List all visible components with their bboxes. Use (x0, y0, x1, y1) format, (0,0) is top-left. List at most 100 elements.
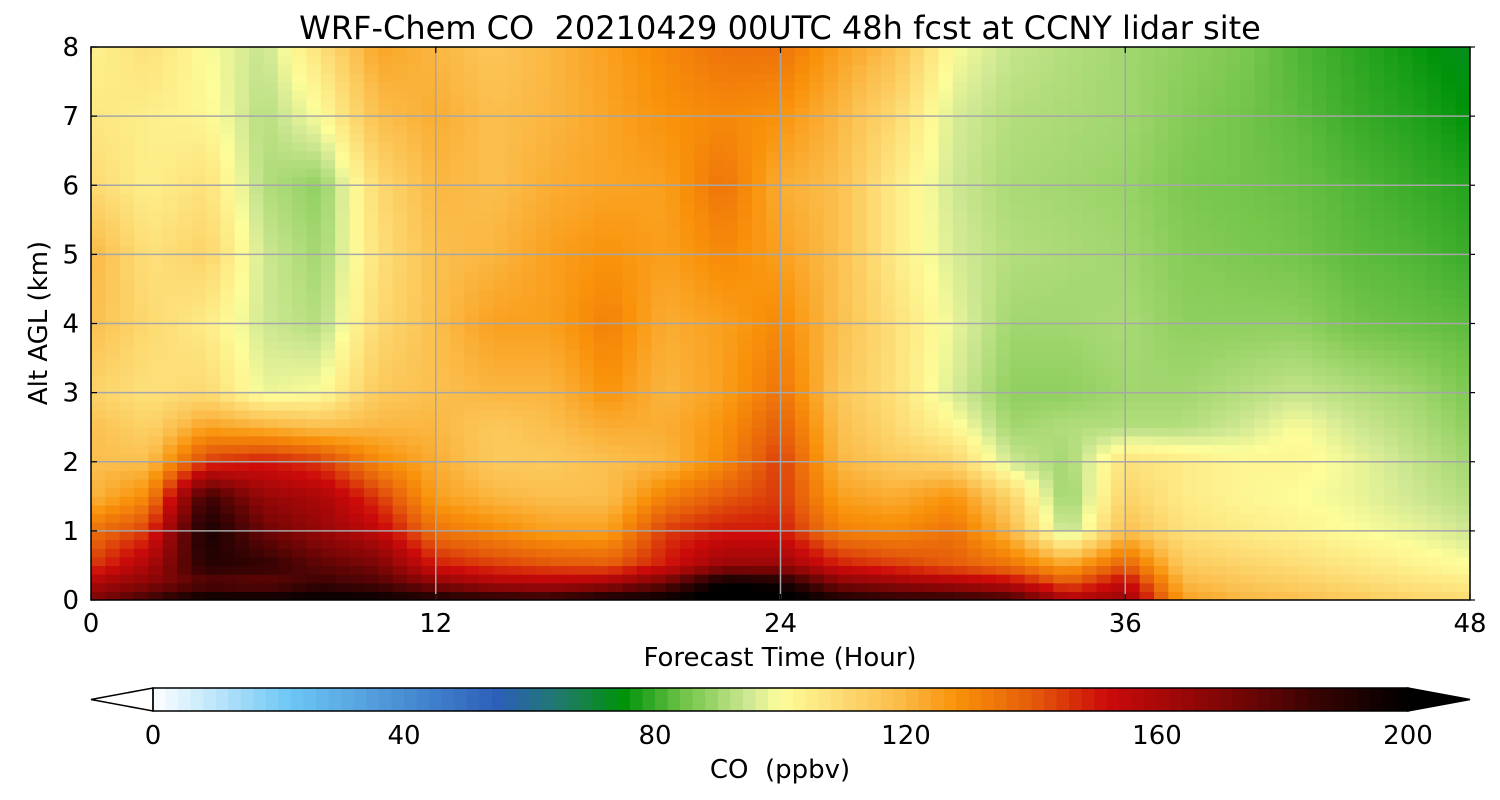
heatmap-cell (1067, 453, 1083, 463)
heatmap-cell (407, 124, 422, 135)
heatmap-cell (435, 288, 451, 299)
heatmap-cell (464, 461, 480, 471)
heatmap-cell (478, 81, 494, 91)
heatmap-cell (679, 358, 695, 368)
heatmap-cell (421, 470, 437, 480)
heatmap-cell (1039, 219, 1055, 230)
heatmap-cell (723, 461, 738, 471)
heatmap-cell (320, 107, 336, 117)
heatmap-cell (1053, 202, 1069, 212)
heatmap-cell (881, 176, 897, 186)
colorbar-label: CO (ppbv) (709, 755, 851, 785)
heatmap-cell (1153, 513, 1169, 523)
heatmap-cell (263, 366, 279, 376)
heatmap-cell (1197, 263, 1213, 273)
heatmap-cell (349, 47, 365, 57)
heatmap-cell (119, 366, 135, 376)
heatmap-cell (435, 228, 451, 238)
heatmap-cell (292, 64, 308, 74)
heatmap-cell (909, 81, 925, 91)
heatmap-cell (191, 479, 207, 489)
heatmap-cell (134, 582, 150, 592)
heatmap-cell (837, 202, 853, 212)
heatmap-cell (952, 55, 968, 65)
heatmap-cell (1168, 219, 1184, 230)
heatmap-cell (148, 556, 164, 567)
heatmap-cell (550, 418, 566, 428)
heatmap-cell (636, 366, 652, 376)
heatmap-cell (292, 513, 308, 523)
heatmap-cell (593, 202, 609, 212)
heatmap-cell (852, 461, 868, 471)
heatmap-cell (220, 418, 236, 428)
heatmap-cell (191, 271, 207, 281)
heatmap-cell (1153, 401, 1169, 411)
heatmap-cell (866, 288, 882, 299)
heatmap-cell (493, 427, 509, 437)
heatmap-cell (507, 72, 523, 83)
heatmap-cell (1053, 263, 1069, 273)
heatmap-cell (392, 358, 408, 368)
heatmap-cell (995, 193, 1011, 204)
heatmap-cell (665, 340, 681, 351)
heatmap-cell (780, 159, 796, 169)
heatmap-cell (134, 107, 150, 117)
heatmap-cell (995, 366, 1011, 376)
heatmap-cell (593, 358, 609, 368)
heatmap-cell (723, 479, 738, 489)
heatmap-cell (306, 124, 322, 135)
heatmap-cell (450, 271, 466, 281)
heatmap-cell (1010, 193, 1026, 204)
heatmap-cell (967, 297, 983, 307)
heatmap-cell (392, 98, 408, 109)
heatmap-cell (478, 219, 494, 230)
heatmap-cell (119, 81, 135, 91)
heatmap-cell (593, 263, 609, 273)
heatmap-cell (1168, 297, 1184, 307)
heatmap-cell (91, 219, 106, 230)
heatmap-cell (421, 565, 437, 575)
heatmap-cell (550, 496, 566, 506)
heatmap-cell (521, 288, 537, 299)
heatmap-cell (1110, 280, 1126, 290)
heatmap-cell (1182, 530, 1198, 541)
heatmap-cell (565, 98, 580, 109)
heatmap-cell (694, 176, 710, 186)
heatmap-cell (335, 142, 351, 152)
heatmap-cell (1067, 383, 1083, 394)
heatmap-cell (780, 470, 796, 480)
heatmap-cell (708, 64, 724, 74)
heatmap-cell (220, 548, 236, 558)
heatmap-cell (995, 211, 1011, 221)
heatmap-cell (636, 185, 652, 195)
heatmap-cell (205, 453, 221, 463)
heatmap-cell (924, 340, 940, 351)
heatmap-cell (565, 167, 580, 178)
heatmap-cell (91, 332, 106, 342)
heatmap-cell (1153, 556, 1169, 567)
heatmap-cell (378, 193, 394, 204)
heatmap-cell (809, 401, 825, 411)
heatmap-cell (550, 98, 566, 109)
heatmap-cell (521, 582, 537, 592)
heatmap-cell (909, 314, 925, 325)
heatmap-cell (263, 314, 279, 325)
heatmap-cell (909, 55, 925, 65)
heatmap-cell (809, 150, 825, 160)
heatmap-cell (220, 263, 236, 273)
heatmap-cell (1024, 288, 1040, 299)
heatmap-cell (177, 107, 193, 117)
heatmap-cell (1168, 254, 1184, 264)
heatmap-cell (148, 409, 164, 420)
heatmap-cell (1096, 383, 1112, 394)
heatmap-cell (105, 340, 121, 351)
heatmap-cell (91, 124, 106, 135)
heatmap-cell (622, 470, 638, 480)
heatmap-cell (679, 167, 695, 178)
heatmap-cell (837, 133, 853, 143)
heatmap-cell (421, 228, 437, 238)
heatmap-cell (249, 461, 264, 471)
heatmap-cell (866, 574, 882, 584)
heatmap-cell (1039, 64, 1055, 74)
heatmap-cell (665, 47, 681, 57)
